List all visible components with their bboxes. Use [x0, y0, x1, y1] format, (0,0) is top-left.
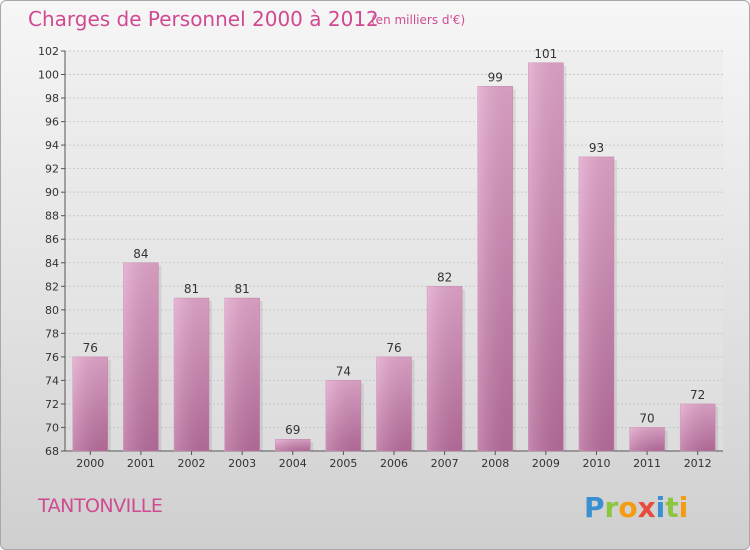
y-tick-label: 76	[45, 351, 59, 364]
commune-name: TANTONVILLE	[38, 495, 163, 517]
y-tick-label: 86	[45, 233, 59, 246]
x-tick-label: 2011	[633, 457, 661, 470]
x-tick-label: 2008	[481, 457, 509, 470]
bar-highlight	[578, 156, 614, 451]
bar-value-label: 70	[639, 411, 654, 425]
y-tick-label: 100	[38, 69, 59, 82]
x-tick-label: 2010	[582, 457, 610, 470]
x-tick-label: 2007	[431, 457, 459, 470]
bar-highlight	[72, 356, 108, 451]
bar-highlight	[325, 380, 361, 451]
bar-highlight	[376, 356, 412, 451]
bar-value-label: 84	[133, 247, 148, 261]
y-tick-label: 98	[45, 92, 59, 105]
bar-value-label: 72	[690, 388, 705, 402]
y-tick-label: 80	[45, 304, 59, 317]
y-tick-label: 102	[38, 45, 59, 58]
y-tick-label: 70	[45, 421, 59, 434]
bar-value-label: 93	[589, 141, 604, 155]
x-tick-label: 2006	[380, 457, 408, 470]
chart-title: Charges de Personnel 2000 à 2012	[28, 7, 379, 31]
x-tick-label: 2003	[228, 457, 256, 470]
bar-highlight	[680, 403, 716, 451]
x-tick-label: 2002	[178, 457, 206, 470]
bar-highlight	[224, 298, 260, 451]
y-tick-label: 84	[45, 257, 59, 270]
y-tick-label: 82	[45, 280, 59, 293]
bar-highlight	[427, 286, 463, 451]
y-tick-label: 94	[45, 139, 59, 152]
bar-highlight	[629, 427, 665, 451]
x-tick-label: 2001	[127, 457, 155, 470]
svg-text:Proxiti: Proxiti	[584, 491, 688, 524]
y-tick-label: 88	[45, 210, 59, 223]
x-tick-label: 2005	[329, 457, 357, 470]
y-tick-label: 96	[45, 116, 59, 129]
proxiti-logo: Proxiti	[584, 491, 688, 524]
bar-highlight	[174, 298, 210, 451]
bar-value-label: 82	[437, 270, 452, 284]
y-tick-label: 78	[45, 327, 59, 340]
x-tick-label: 2000	[76, 457, 104, 470]
x-tick-label: 2004	[279, 457, 307, 470]
y-tick-label: 74	[45, 374, 59, 387]
y-tick-label: 90	[45, 186, 59, 199]
chart-unit-label: (en milliers d'€)	[371, 13, 466, 27]
bar-highlight	[528, 62, 564, 451]
bar-highlight	[477, 86, 513, 451]
y-tick-label: 92	[45, 163, 59, 176]
bar-value-label: 76	[83, 341, 98, 355]
bar-value-label: 74	[336, 364, 351, 378]
bar-value-label: 101	[534, 47, 557, 61]
y-tick-label: 72	[45, 398, 59, 411]
x-tick-label: 2012	[684, 457, 712, 470]
bar-highlight	[123, 262, 159, 451]
bar-highlight	[275, 439, 311, 451]
bar-value-label: 69	[285, 423, 300, 437]
bar-value-label: 81	[184, 282, 199, 296]
y-tick-label: 68	[45, 445, 59, 458]
bar-value-label: 99	[488, 70, 503, 84]
bar-value-label: 76	[386, 341, 401, 355]
x-tick-label: 2009	[532, 457, 560, 470]
bar-value-label: 81	[235, 282, 250, 296]
